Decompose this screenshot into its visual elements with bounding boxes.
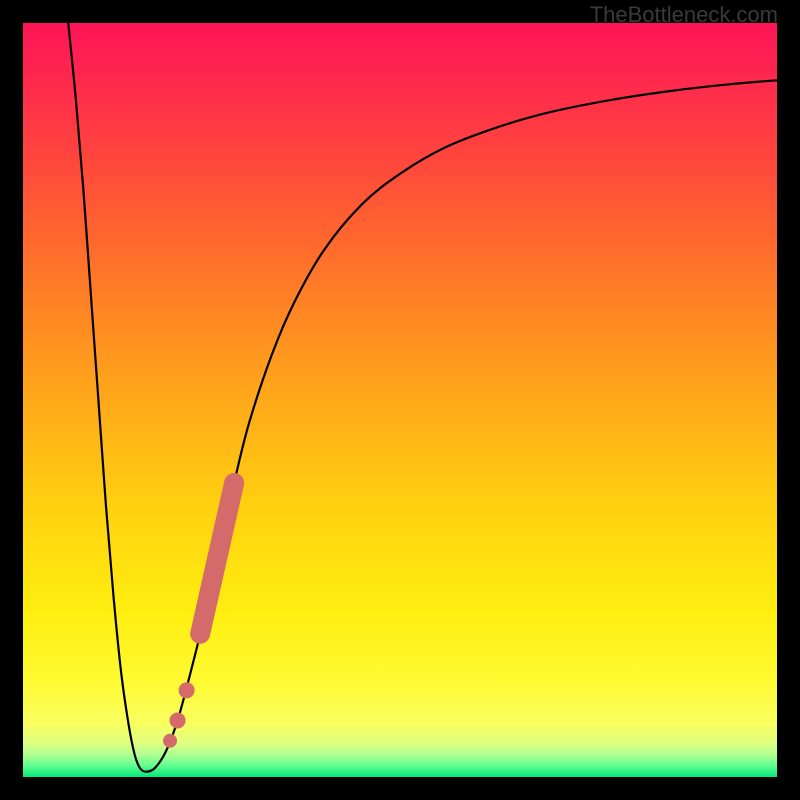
plot-group: [68, 23, 777, 772]
chart-svg: [0, 0, 800, 800]
watermark-text: TheBottleneck.com: [590, 2, 778, 28]
canvas-root: TheBottleneck.com: [0, 0, 800, 800]
bottleneck-curve: [68, 23, 777, 772]
highlight-segment: [200, 483, 234, 634]
highlight-dots: [163, 682, 195, 748]
highlight-dot: [163, 734, 177, 748]
highlight-dot: [170, 712, 186, 728]
highlight-dot: [179, 682, 195, 698]
